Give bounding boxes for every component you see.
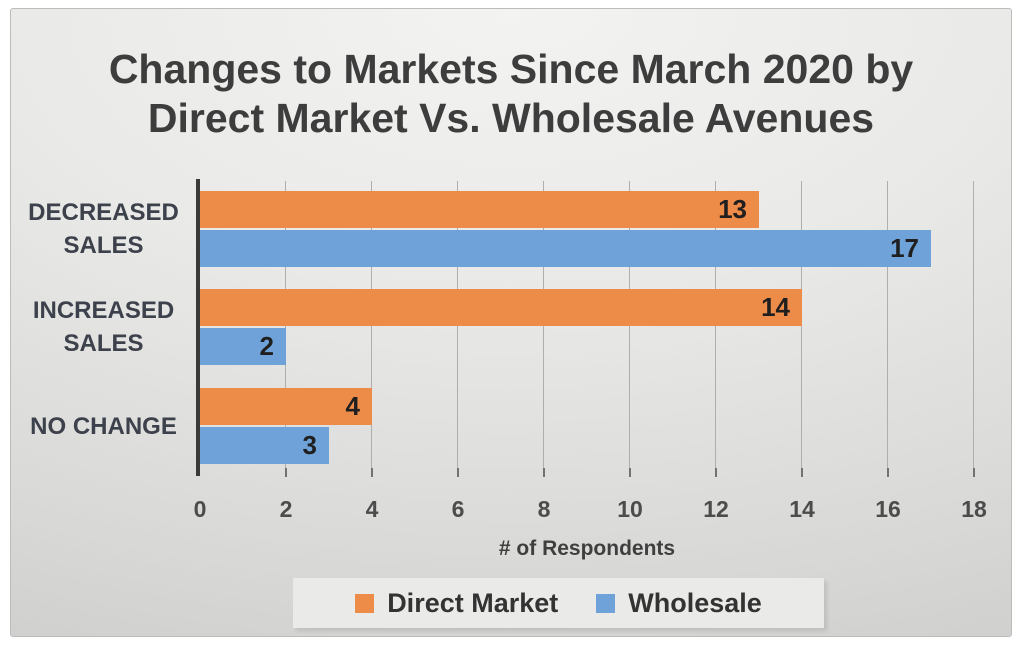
bar-wholesale-no-change: 3 [200, 427, 329, 464]
legend: Direct Market Wholesale [293, 578, 824, 628]
axis-tick-mark [457, 468, 459, 477]
x-tick-label: 6 [451, 496, 465, 522]
gridline [973, 181, 974, 468]
chart-title-line-2: Direct Market Vs. Wholesale Avenues [147, 95, 875, 141]
legend-item-wholesale: Wholesale [596, 588, 762, 619]
x-axis-title: # of Respondents [498, 537, 676, 560]
wholesale-swatch-icon [596, 593, 616, 613]
bar-direct-market-increased-sales: 14 [200, 289, 802, 326]
category-label-increased-sales: INCREASED SALES [32, 297, 175, 357]
axis-tick-mark [371, 468, 373, 477]
axis-tick-mark [285, 468, 287, 477]
direct-market-swatch-icon [355, 593, 375, 613]
chart-title-line-1: Changes to Markets Since March 2020 by [108, 46, 914, 92]
chart-title: Changes to Markets Since March 2020 by D… [11, 45, 1011, 143]
chart-container: Changes to Markets Since March 2020 by D… [10, 8, 1012, 637]
legend-item-direct-market: Direct Market [355, 588, 558, 619]
x-tick-label: 14 [789, 496, 815, 522]
axis-tick-mark [715, 468, 717, 477]
bar-direct-market-no-change: 4 [200, 388, 372, 425]
x-tick-label: 2 [279, 496, 293, 522]
category-label-decreased-sales: DECREASED SALES [28, 199, 179, 259]
axis-tick-mark [801, 468, 803, 477]
data-label-wholesale-decreased-sales: 17 [890, 233, 919, 263]
x-tick-label: 16 [875, 496, 901, 522]
legend-label-direct-market: Direct Market [387, 587, 559, 618]
bar-wholesale-decreased-sales: 17 [200, 230, 931, 267]
data-label-direct-market-increased-sales: 14 [761, 292, 790, 322]
axis-tick-mark [629, 468, 631, 477]
gridline [887, 181, 888, 468]
x-axis-tick-labels: 0 2 4 6 8 10 12 14 16 18 [194, 496, 987, 526]
x-tick-label: 4 [365, 496, 379, 522]
bar-wholesale-increased-sales: 2 [200, 328, 286, 365]
x-tick-label: 0 [193, 496, 207, 522]
plot-area: DECREASED SALES INCREASED SALES NO CHANG… [28, 181, 975, 477]
y-axis-line [196, 179, 200, 476]
axis-tick-mark [887, 468, 889, 477]
legend-label-wholesale: Wholesale [628, 587, 762, 618]
axis-tick-mark [973, 468, 975, 477]
x-tick-label: 8 [537, 496, 551, 522]
data-label-wholesale-no-change: 3 [302, 430, 317, 460]
category-label-no-change: NO CHANGE [30, 412, 177, 440]
x-tick-label: 10 [617, 496, 643, 522]
x-tick-label: 18 [961, 496, 987, 522]
data-label-direct-market-no-change: 4 [345, 391, 360, 421]
bar-direct-market-decreased-sales: 13 [200, 191, 759, 228]
axis-tick-mark [543, 468, 545, 477]
data-label-wholesale-increased-sales: 2 [259, 331, 274, 361]
x-tick-label: 12 [703, 496, 729, 522]
data-label-direct-market-decreased-sales: 13 [718, 194, 747, 224]
